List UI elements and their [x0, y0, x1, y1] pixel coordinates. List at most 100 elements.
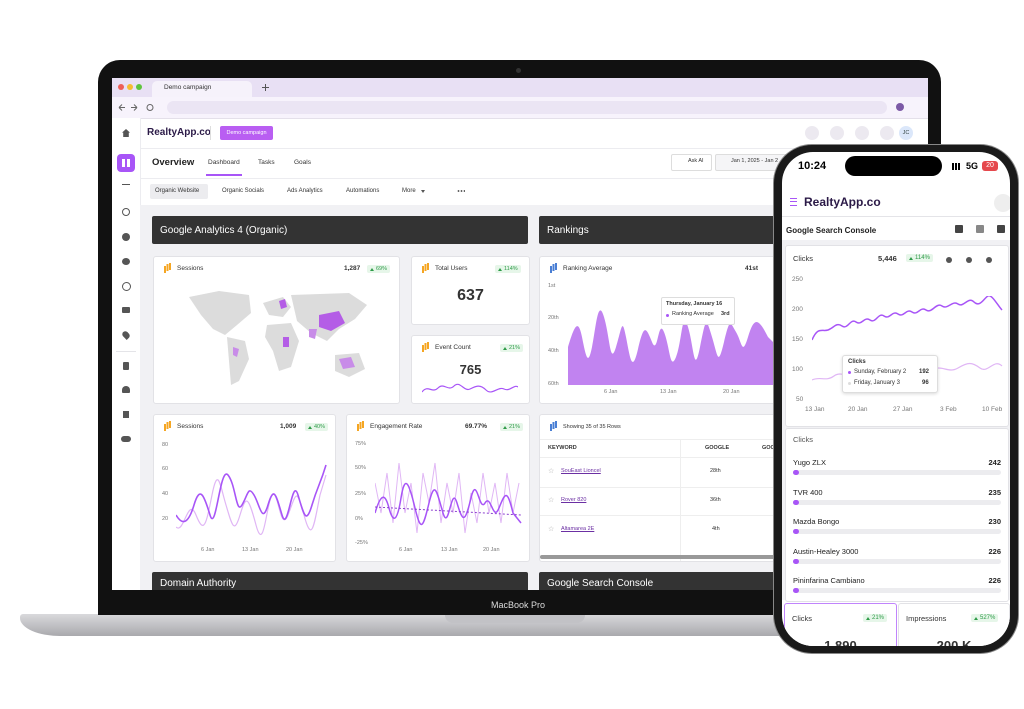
campaign-button[interactable]: Demo campaign [220, 126, 273, 140]
y-tick-label: 40th [548, 348, 559, 354]
clicks-list: Yugo ZLX 242 TVR 400 235 Mazda Bongo 230 Austi… [786, 429, 1008, 601]
users-icon[interactable] [122, 386, 130, 393]
table-header: KEYWORD [548, 445, 577, 451]
nav-tab[interactable]: Dashboard [208, 159, 240, 166]
social-icon[interactable] [122, 282, 131, 291]
phone-logo[interactable]: RealtyApp.co [804, 195, 881, 209]
x-tick-label: 13 Jan [805, 406, 825, 413]
keyword[interactable]: SouEast Lioncel [561, 468, 601, 474]
tooltip-title: Clicks [848, 359, 866, 365]
more-chevron [421, 190, 425, 193]
tooltip-value: 192 [919, 369, 930, 375]
cloud-icon[interactable] [121, 436, 131, 442]
world-map [189, 291, 367, 385]
signal-icon [952, 163, 962, 170]
item-track [793, 558, 1001, 564]
home-icon[interactable] [122, 129, 130, 137]
change-badge: 21% [500, 423, 524, 431]
item-name: Pininfarina Cambiano [793, 576, 865, 585]
item-bar [793, 558, 799, 564]
mail-icon[interactable] [122, 307, 130, 313]
subtab[interactable]: More [402, 188, 416, 194]
x-tick-label: 27 Jan [893, 406, 913, 413]
search-icon[interactable] [122, 208, 130, 216]
card-value: 1,287 [344, 265, 361, 272]
section-header: Google Analytics 4 (Organic) [152, 216, 528, 244]
avatar[interactable]: JC [899, 126, 913, 140]
item-value: 235 [988, 487, 1001, 497]
keyword[interactable]: Altamarea 2E [561, 526, 595, 532]
table-header: GOOGLE [705, 445, 730, 451]
y-tick-label: 50 [796, 396, 804, 403]
nav-tab[interactable]: Goals [294, 159, 311, 166]
card-title: Sessions [177, 265, 204, 272]
engagement-card: Engagement Rate 69.77% 21% 75% 50% 25% 0… [346, 414, 530, 562]
new-tab-icon[interactable] [262, 84, 269, 91]
nav-buttons[interactable] [118, 103, 160, 112]
activity-icon[interactable] [122, 184, 130, 188]
doc-icon[interactable] [123, 362, 129, 370]
card-icon [164, 424, 166, 431]
profile-icon[interactable] [896, 103, 904, 111]
bell-button[interactable] [994, 194, 1010, 212]
sessions-map-card: Sessions 1,287 69% [153, 256, 400, 404]
subtab[interactable]: Ads Analytics [287, 188, 323, 194]
y-tick-label: 150 [792, 336, 803, 343]
card-value: 41st [745, 265, 759, 272]
x-tick-label: 6 Jan [604, 389, 618, 395]
y-tick-label: 40 [162, 491, 169, 497]
item-bar [793, 588, 799, 593]
table-caption: Showing 35 of 35 Rows [563, 424, 621, 430]
tooltip-dot [666, 314, 669, 317]
card-icon [422, 345, 424, 352]
section-header: Google Search Console [539, 572, 839, 590]
battery: 20 [982, 161, 998, 171]
laptop-base [20, 614, 1005, 636]
chat-icon[interactable] [122, 258, 130, 265]
window-controls[interactable] [118, 84, 124, 90]
tooltip-label: Friday, January 3 [854, 380, 900, 386]
star-icon[interactable]: ☆ [548, 526, 555, 533]
y-tick-label: -25% [355, 540, 368, 546]
card-value: 200 K [936, 638, 972, 646]
browser-tab[interactable] [152, 81, 252, 97]
page-title: Overview [152, 157, 195, 168]
toolbar-icons[interactable] [955, 225, 963, 233]
tooltip-value: 3rd [721, 311, 730, 317]
status-time: 10:24 [798, 160, 827, 172]
keyword[interactable]: Rover 820 [561, 497, 587, 503]
active-subtab-bg [150, 184, 208, 199]
subtab[interactable]: Automations [346, 188, 380, 194]
item-name: Austin-Healey 3000 [793, 546, 859, 556]
rank: 36th [710, 497, 721, 503]
y-tick-label: 20 [162, 516, 169, 522]
overflow-menu[interactable] [457, 190, 465, 192]
star-icon[interactable]: ☆ [548, 497, 555, 504]
status-network: 5G [966, 161, 979, 171]
star-icon[interactable]: ☆ [548, 468, 555, 475]
pie-icon[interactable] [122, 233, 130, 241]
item-bar [793, 529, 799, 534]
subtab[interactable]: Organic Socials [222, 188, 265, 194]
header-icons[interactable] [805, 126, 819, 140]
menu-icon[interactable] [790, 198, 797, 206]
subtab[interactable]: Organic Website [155, 188, 200, 194]
total-users-card: Total Users 114% 637 [411, 256, 530, 325]
url-field[interactable] [167, 101, 887, 114]
nav-tab[interactable]: Tasks [258, 159, 275, 166]
plug-icon[interactable] [123, 411, 129, 418]
ask-ai-button[interactable] [671, 154, 712, 171]
item-track [793, 588, 1001, 593]
logo[interactable]: RealtyApp.co [147, 127, 211, 138]
item-track [793, 529, 1001, 534]
event-count-card: Event Count 21% 765 [411, 335, 530, 404]
tooltip [661, 297, 735, 325]
item-name: Mazda Bongo [793, 517, 840, 526]
scrollbar[interactable] [540, 555, 830, 559]
card-title: Sessions [177, 423, 204, 430]
sessions-chart-card: Sessions 1,009 40% 80 60 40 20 6 Jan 13 … [153, 414, 336, 562]
x-tick-label: 6 Jan [399, 547, 413, 553]
laptop-screen: Demo campaign RealtyApp.co Demo campaign… [112, 78, 928, 590]
card-actions[interactable] [946, 257, 952, 263]
phone-screen: 10:24 5G 20 RealtyApp.co Google Search C… [782, 152, 1010, 646]
